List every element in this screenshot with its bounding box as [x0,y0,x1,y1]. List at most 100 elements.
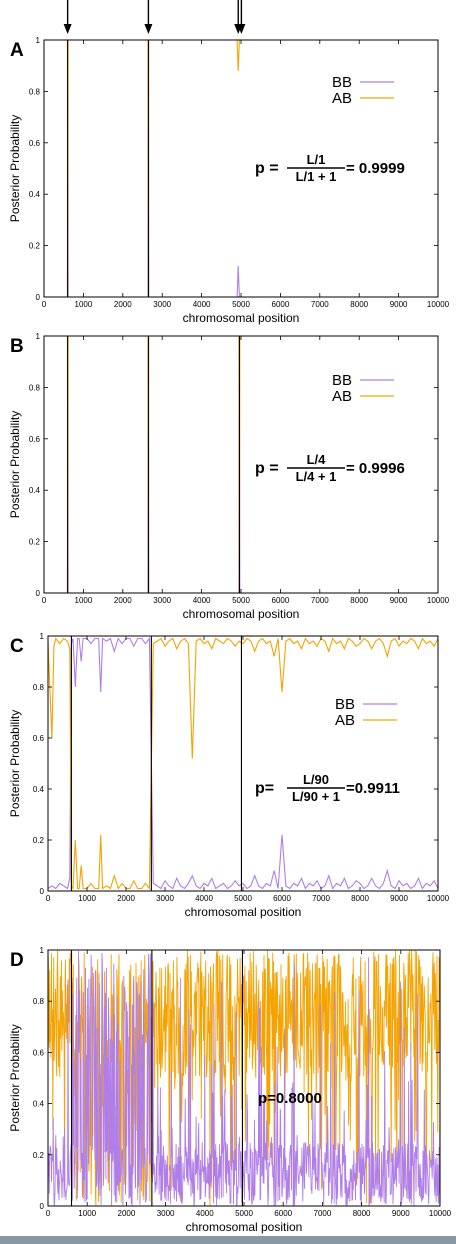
x-tick-label: 6000 [272,300,290,309]
x-axis-title: chromosomal position [186,1220,303,1234]
x-tick-label: 3000 [153,300,171,309]
x-tick-label: 0 [46,1209,51,1218]
x-axis-title: chromosomal position [183,607,300,621]
panel-C: C0 1000 2000 3000 4000 5000 6000 7000 8000 9000 10… [8,632,450,919]
x-tick-label: 8000 [350,300,368,309]
legend-label-AB: AB [332,388,352,405]
y-axis-title: Posterior Probability [8,710,22,817]
y-tick-label: 0.6 [33,1048,45,1057]
x-tick-label: 4000 [193,300,211,309]
plot-frame [47,635,439,892]
formula-text: p=0.8000 [258,1090,322,1107]
plot-area [48,636,438,891]
x-tick-label: 4000 [193,596,211,605]
bottom-bar [0,1236,456,1244]
x-axis-title: chromosomal position [185,905,302,919]
x-tick-label: 4000 [195,894,213,903]
x-axis-title: chromosomal position [183,311,300,325]
y-tick-label: 0.8 [33,683,45,692]
x-tick-label: 10000 [429,1209,452,1218]
legend-label-AB: AB [335,712,355,729]
x-tick-label: 8000 [351,894,369,903]
y-tick-label: 0.2 [29,242,41,251]
x-tick-label: 10000 [427,300,450,309]
formula-numerator: L/1 [307,152,326,167]
plot-area [44,336,438,593]
x-tick-label: 7000 [311,596,329,605]
x-tick-label: 6000 [272,596,290,605]
formula-lhs: p = [255,160,279,177]
plot-area [44,40,438,297]
y-tick-label: 0.4 [33,785,45,794]
arrow-head-1 [144,24,153,34]
y-tick-label: 0.2 [29,538,41,547]
y-tick-label: 1 [36,332,41,341]
y-tick-label: 0.8 [33,997,45,1006]
x-tick-label: 7000 [312,894,330,903]
panel-label: B [10,336,24,357]
plot-area [48,950,440,1206]
x-tick-label: 7000 [314,1209,332,1218]
x-tick-label: 5000 [234,894,252,903]
y-tick-label: 1 [40,946,45,955]
x-tick-label: 2000 [118,1209,136,1218]
formula-rhs: = 0.9999 [346,160,405,177]
formula-rhs: =0.9911 [346,780,400,797]
y-tick-label: 0 [36,293,41,302]
x-tick-label: 5000 [232,300,250,309]
y-tick-label: 0.4 [29,190,41,199]
y-tick-label: 0.8 [29,87,41,96]
x-tick-label: 8000 [350,596,368,605]
y-tick-label: 0.2 [33,836,45,845]
y-tick-label: 0 [40,887,45,896]
x-tick-label: 9000 [390,894,408,903]
x-tick-label: 2000 [117,894,135,903]
x-tick-label: 9000 [392,1209,410,1218]
y-tick-label: 0 [36,589,41,598]
formula-lhs: p = [255,460,279,477]
panel-label: D [10,950,24,971]
x-tick-label: 1000 [78,894,96,903]
x-tick-label: 6000 [274,1209,292,1218]
y-tick-label: 1 [40,632,45,641]
y-tick-label: 0.6 [29,435,41,444]
x-tick-label: 3000 [156,894,174,903]
panel-B: B0 1000 2000 3000 4000 5000 6000 7000 8000 9000 10… [8,332,450,621]
x-tick-label: 3000 [153,596,171,605]
y-tick-label: 0 [40,1202,45,1211]
legend-label-BB: BB [332,74,352,91]
formula-lhs: p= [255,780,274,797]
x-tick-label: 8000 [353,1209,371,1218]
x-tick-label: 7000 [311,300,329,309]
x-tick-label: 10000 [427,596,450,605]
y-tick-label: 1 [36,36,41,45]
arrow-head-3 [237,24,246,34]
x-tick-label: 5000 [232,596,250,605]
panel-label: C [10,636,24,657]
formula-denominator: L/4 + 1 [296,469,337,484]
x-tick-label: 0 [42,300,47,309]
panel-label: A [10,40,24,61]
x-tick-label: 1000 [75,596,93,605]
x-tick-label: 10000 [427,894,450,903]
legend-label-BB: BB [335,696,355,713]
y-tick-label: 0.8 [29,383,41,392]
x-tick-label: 1000 [78,1209,96,1218]
x-tick-label: 9000 [390,596,408,605]
formula-rhs: = 0.9996 [346,460,405,477]
x-tick-label: 2000 [114,300,132,309]
y-axis-title: Posterior Probability [8,1024,22,1131]
y-tick-label: 0.6 [33,734,45,743]
y-tick-label: 0.4 [29,486,41,495]
panel-A: A0 1000 2000 3000 4000 5000 6000 7000 8000 9000 10… [8,36,450,325]
y-tick-label: 0.2 [33,1151,45,1160]
formula: p = L/4 L/4 + 1 = 0.9996 [255,452,405,484]
x-tick-label: 6000 [273,894,291,903]
legend-label-BB: BB [332,372,352,389]
x-tick-label: 0 [42,596,47,605]
x-tick-label: 5000 [235,1209,253,1218]
formula-numerator: L/90 [303,772,329,787]
series-line-BB [48,951,440,1206]
formula: p = L/1 L/1 + 1 = 0.9999 [255,152,405,184]
